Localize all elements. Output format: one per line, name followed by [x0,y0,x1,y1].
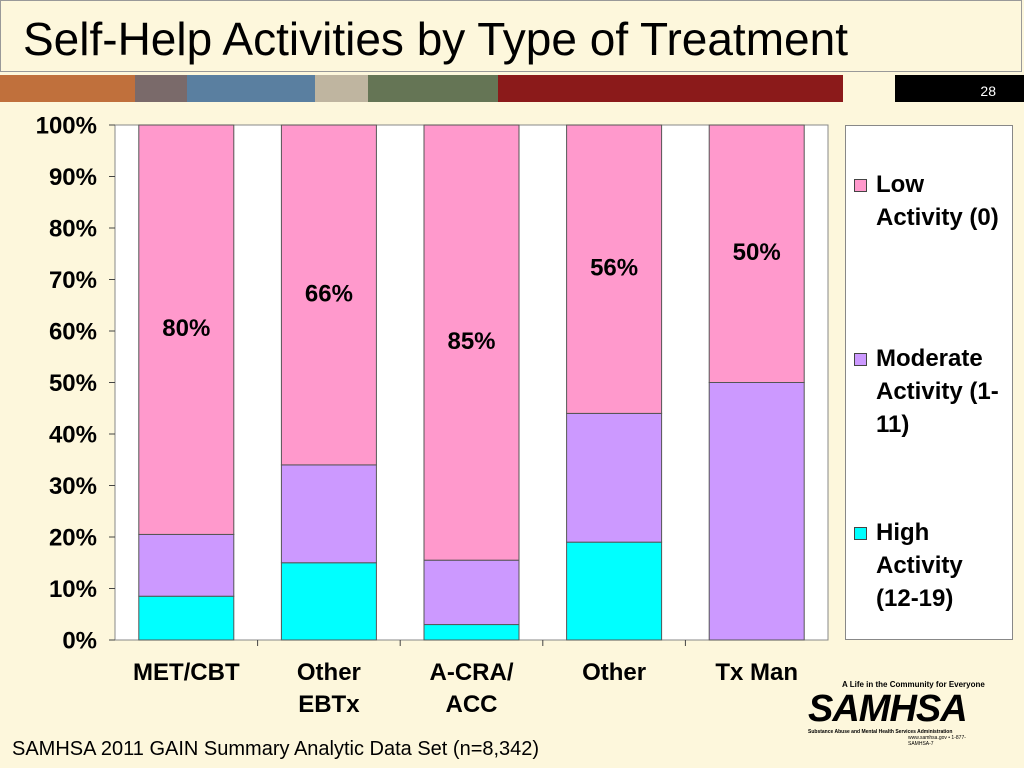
bar-segment [423,559,520,626]
color-strip [368,75,498,102]
logo-name: SAMHSA [808,688,968,730]
data-label: 85% [447,328,495,355]
bar-segment [708,124,805,383]
legend-swatch [854,353,867,366]
data-label: 50% [733,239,781,266]
legend-label: Moderate Activity (1-11) [876,345,999,438]
y-tick-label: 20% [49,524,97,551]
bar-segment [566,412,663,543]
logo: A Life in the Community for Everyone SAM… [808,680,988,747]
bar-segment [280,124,377,466]
x-tick-label: Other EBTx [296,659,361,718]
slide-number: 28 [895,75,1024,102]
legend-swatch [854,179,867,192]
logo-contact: www.samhsa.gov • 1-877-SAMHSA-7 [908,735,966,747]
y-tick-label: 70% [49,267,97,294]
y-tick-label: 90% [49,164,97,191]
bar-segment [138,595,235,641]
x-tick-label: Other [582,659,647,686]
bar-segment [566,541,663,641]
legend-label: Low Activity (0) [876,171,999,231]
color-strip [135,75,187,102]
x-tick-label: Tx Man [715,659,799,686]
slide-title: Self-Help Activities by Type of Treatmen… [0,0,1022,72]
color-strip [0,75,135,102]
bar-segment [708,382,805,641]
legend-swatch [854,527,867,540]
bar-segment [566,124,663,414]
bar-segment [423,124,520,561]
x-tick-label: MET/CBT [132,659,240,686]
legend-label: High Activity (12-19) [876,519,963,612]
data-label: 66% [305,280,353,307]
bar-segment [280,562,377,641]
bar-segment [138,533,235,597]
y-tick-label: 30% [49,473,97,500]
logo-full-name: Substance Abuse and Mental Health Servic… [808,729,953,735]
bar-segment [138,124,235,535]
y-tick-label: 40% [49,421,97,448]
color-strip [315,75,368,102]
data-label: 80% [162,315,210,342]
source-note: SAMHSA 2011 GAIN Summary Analytic Data S… [12,738,540,760]
bar-segment [423,624,520,641]
y-tick-label: 50% [49,370,97,397]
color-strip [498,75,843,102]
y-tick-label: 0% [62,627,97,654]
y-tick-label: 80% [49,215,97,242]
y-tick-label: 60% [49,318,97,345]
y-tick-label: 100% [36,112,97,139]
x-tick-label: A-CRA/ ACC [429,659,514,718]
legend: High Activity (12-19) Moderate Activity (… [845,125,1013,640]
data-label: 56% [590,255,638,282]
bar-segment [280,464,377,564]
y-tick-label: 10% [49,576,97,603]
logo-tagline: A Life in the Community for Everyone [842,680,985,689]
color-strip [187,75,315,102]
